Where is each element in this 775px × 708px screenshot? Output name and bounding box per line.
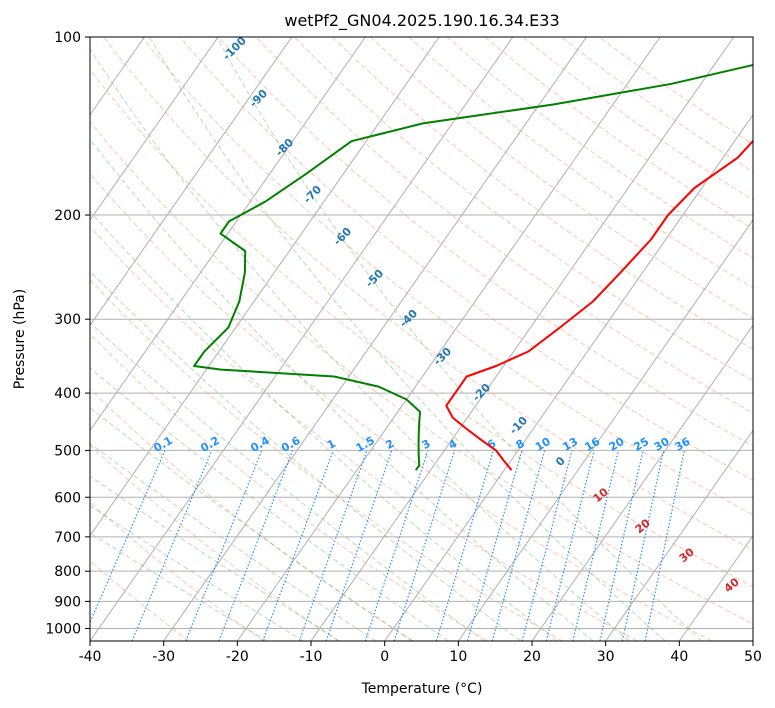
- isotherm-line: [90, 37, 514, 641]
- moist-adiabat-line: [90, 138, 594, 641]
- y-tick-label: 100: [54, 30, 81, 46]
- isotherm-line: [236, 37, 661, 641]
- dry-adiabat-line: [103, 37, 753, 551]
- plot-frame: [89, 36, 754, 642]
- mixing-ratio-line: [599, 450, 644, 641]
- dry-adiabat-line: [217, 37, 753, 447]
- isotherm-line: [531, 324, 753, 641]
- mixing-ratio-line: [644, 450, 685, 641]
- temperature-profile-line: [445, 139, 753, 471]
- x-tick-label: 10: [449, 649, 467, 665]
- mixing-ratio-line: [131, 450, 213, 641]
- y-tick-label: 600: [54, 490, 81, 506]
- mixing-ratio-line: [185, 450, 263, 641]
- dry-adiabat-line: [90, 172, 712, 641]
- dry-adiabat-line: [90, 444, 339, 641]
- y-axis-title: Pressure (hPa): [12, 289, 28, 389]
- mixing-ratio-line: [621, 450, 665, 641]
- dewpoint-profile-line: [193, 63, 753, 471]
- dry-adiabat-line: [90, 120, 753, 625]
- mixing-ratio-labels: 0.1 0.2 0.4 0.6 1 1.5 2 3 4 6 8 10 13 16 20 25 30 36: [151, 434, 692, 455]
- x-tick-label: -20: [226, 649, 249, 665]
- mixing-ratio-line: [218, 450, 294, 641]
- isotherm-line: [678, 534, 753, 641]
- dry-adiabat-line: [332, 37, 753, 350]
- dry-adiabat-line: [90, 278, 563, 641]
- y-tick-label: 800: [54, 564, 81, 580]
- isotherm-line: [90, 37, 366, 432]
- moist-adiabat-line: [149, 37, 666, 641]
- chart-title: wetPf2_GN04.2025.190.16.34.E33: [284, 11, 559, 31]
- y-tick-label: 400: [54, 386, 81, 402]
- mixing-ratio-lines: [90, 450, 685, 641]
- mixing-ratio-line: [435, 450, 494, 641]
- isotherm-line: [90, 37, 293, 327]
- mixing-ratio-line: [298, 450, 368, 641]
- moist-adiabat-line: [90, 48, 630, 641]
- x-tick-label: -40: [79, 649, 102, 665]
- mixing-ratio-line: [545, 450, 595, 641]
- dry-adiabat-line: [90, 560, 190, 641]
- isotherm-line: [90, 37, 219, 221]
- isotherm-line: [163, 37, 587, 641]
- mixing-ratio-line: [572, 450, 619, 641]
- y-tick-label: 700: [54, 530, 81, 546]
- isotherm-line: [457, 219, 753, 641]
- y-tick-label: 1000: [45, 621, 81, 637]
- x-tick-label: -30: [152, 649, 175, 665]
- isotherm-line: [605, 429, 753, 641]
- y-tick-label: 300: [54, 312, 81, 328]
- dry-adiabat-line: [179, 37, 753, 481]
- x-tick-label: 20: [523, 649, 541, 665]
- dry-adiabat-line: [370, 37, 753, 319]
- x-tick-label: 30: [597, 649, 615, 665]
- moist-adiabat-line: [90, 532, 268, 641]
- x-tick-label: 0: [380, 649, 389, 665]
- moist-adiabat-line: [216, 37, 702, 641]
- mixing-ratio-line: [521, 450, 573, 641]
- dry-adiabat-line: [90, 333, 488, 641]
- mixing-ratio-line: [262, 450, 334, 641]
- moist-adiabat-line: [90, 367, 449, 641]
- y-tick-label: 500: [54, 443, 81, 459]
- profile-series: [193, 63, 753, 471]
- dry-adiabat-line: [141, 37, 753, 516]
- moist-adiabat-line: [90, 270, 521, 641]
- isotherm-line: [310, 37, 735, 641]
- x-axis-ticks: -40 -30 -20 -10 0 10 20 30 40 50: [79, 641, 762, 665]
- x-tick-label: 40: [670, 649, 688, 665]
- grid-lines: [90, 37, 753, 641]
- moist-adiabat-line: [90, 407, 413, 641]
- moist-adiabat-line: [90, 475, 340, 641]
- y-axis-ticks: 100 200 300 400 500 600 700 800 900 1000: [45, 30, 90, 637]
- y-tick-label: 200: [54, 208, 81, 224]
- mixing-ratio-line: [466, 450, 523, 641]
- x-tick-label: 50: [744, 649, 762, 665]
- dry-adiabat-line: [90, 69, 753, 588]
- mixing-ratio-line: [491, 450, 546, 641]
- x-tick-label: -10: [300, 649, 323, 665]
- isotherm-line: [384, 113, 753, 641]
- x-axis-title: Temperature (°C): [361, 681, 483, 697]
- y-tick-label: 900: [54, 594, 81, 610]
- moist-adiabat-line: [90, 210, 558, 641]
